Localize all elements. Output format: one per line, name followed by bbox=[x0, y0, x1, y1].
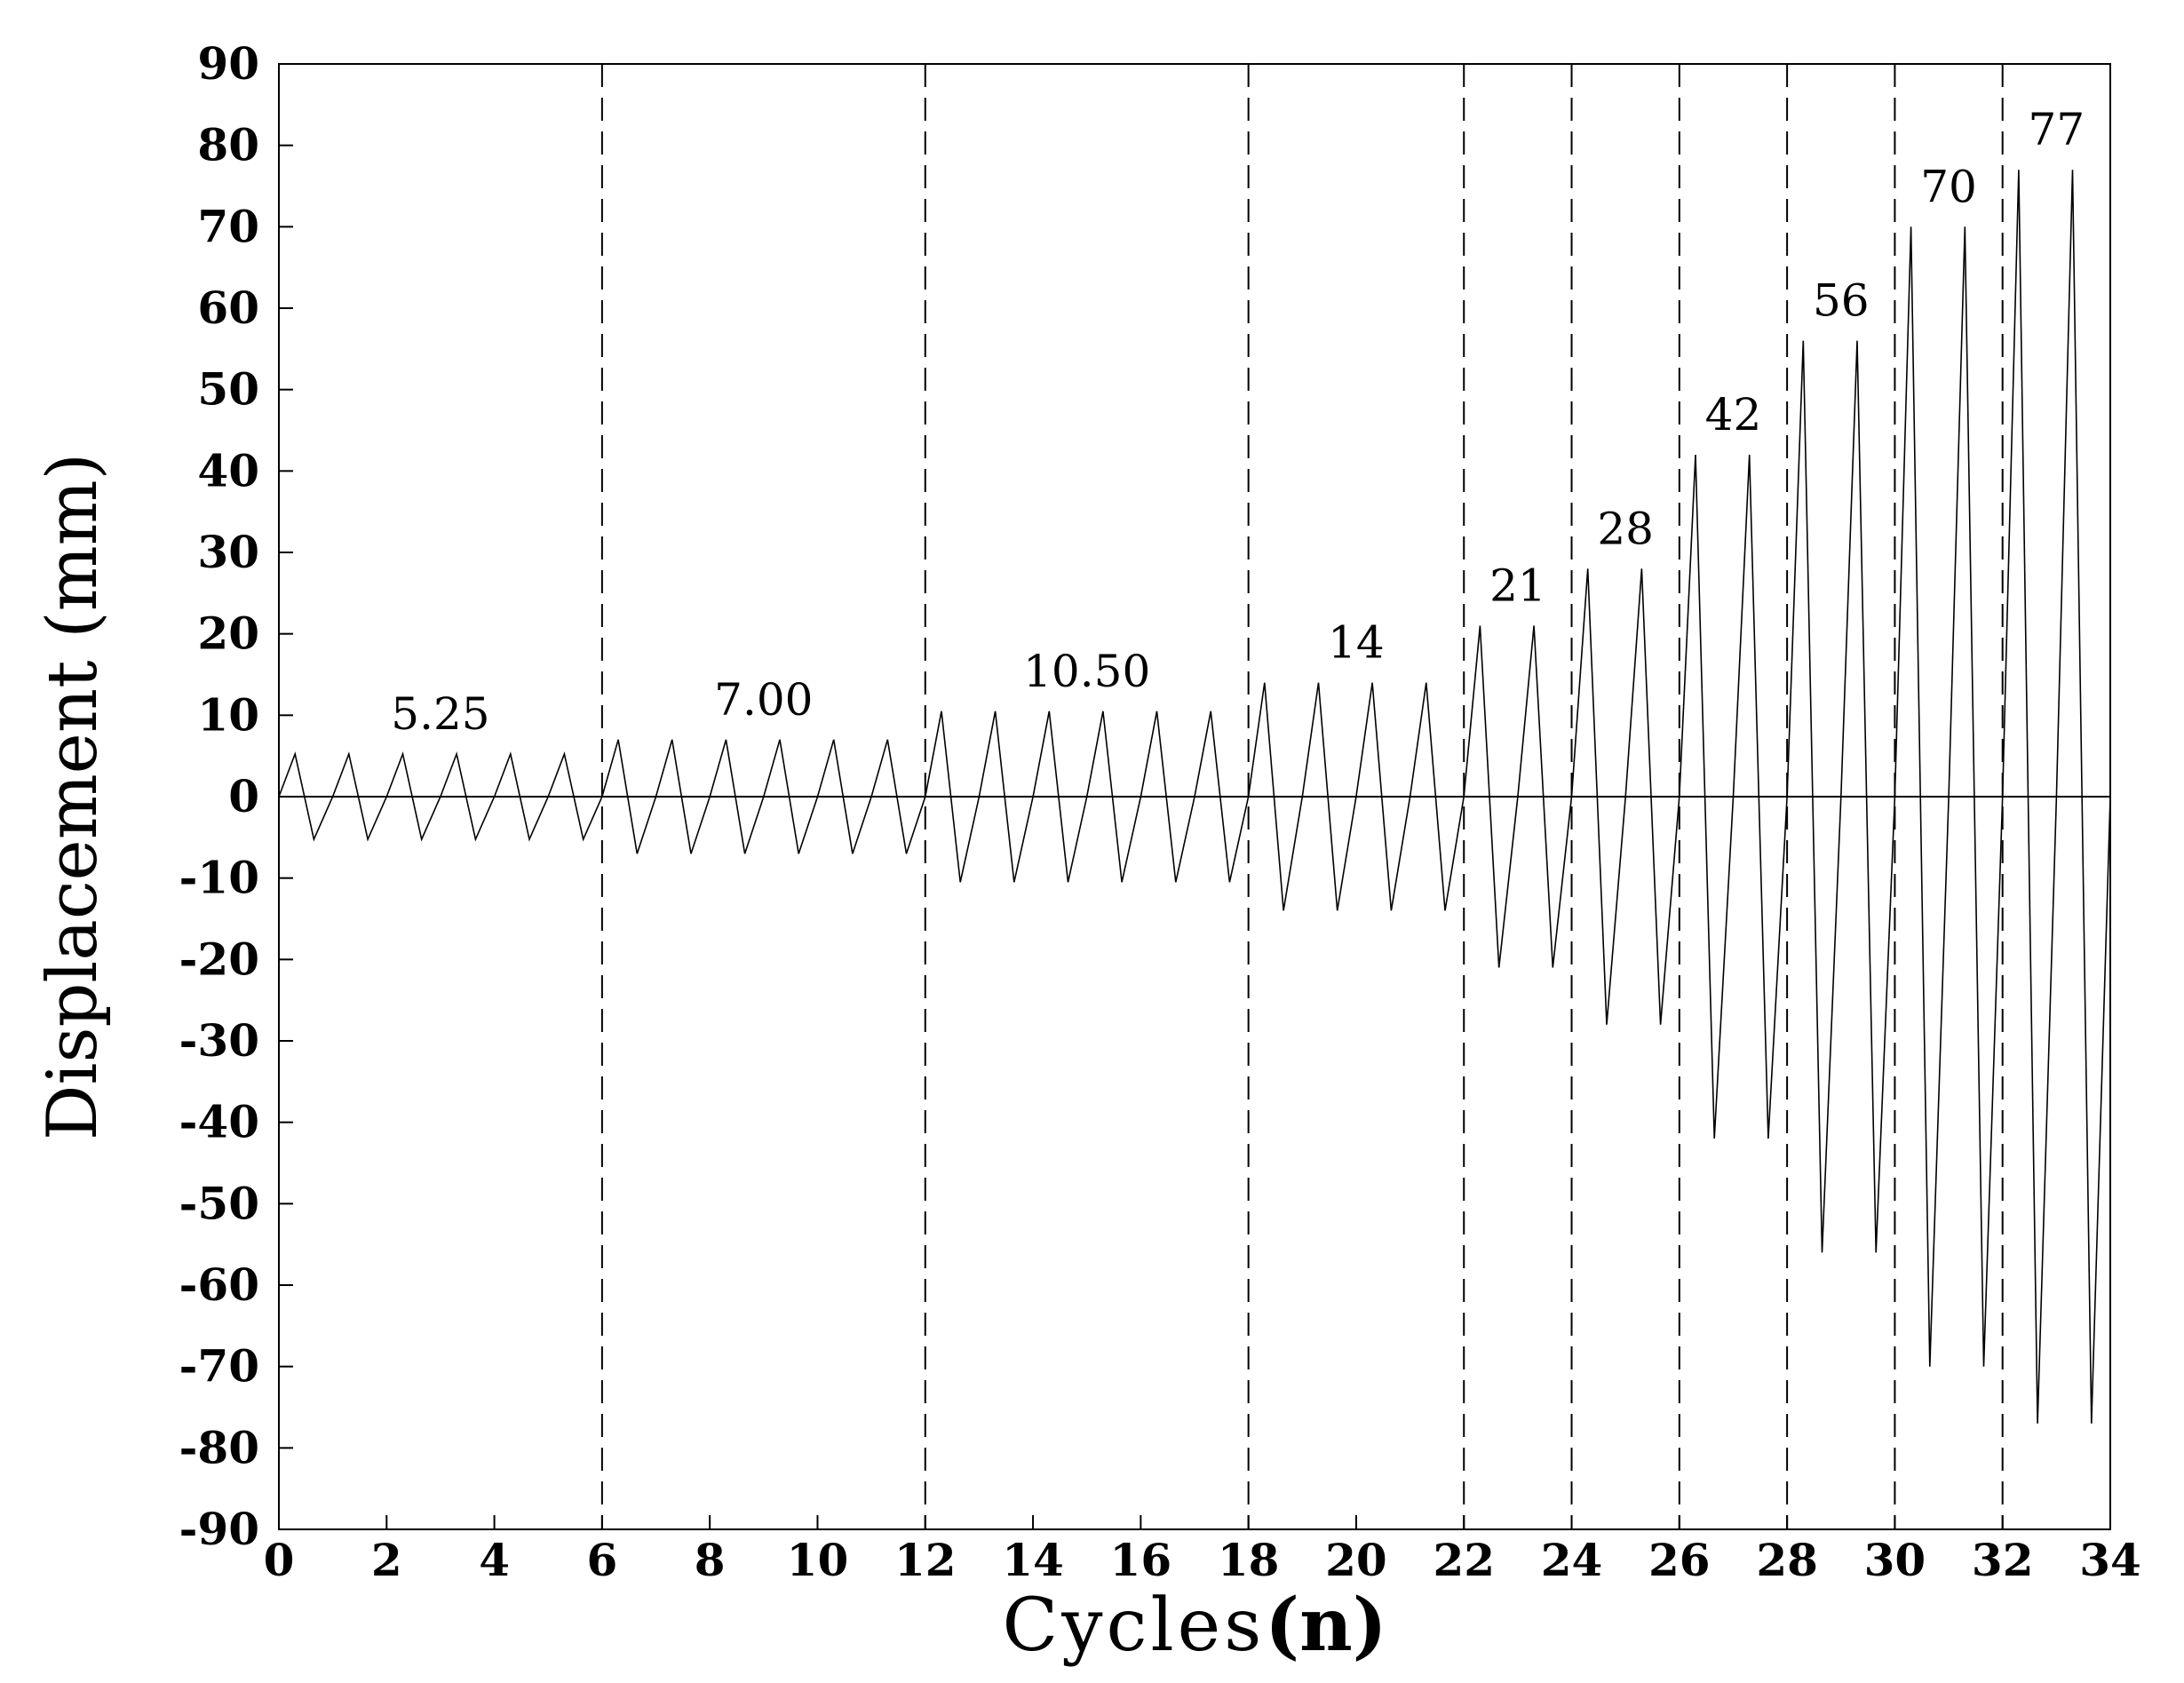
amplitude-label: 42 bbox=[1705, 389, 1762, 441]
y-tick-label: 80 bbox=[197, 119, 259, 171]
x-tick-label: 16 bbox=[1110, 1534, 1172, 1586]
x-tick-marks: 0 2 4 6 8 10 12 14 16 18 20 22 24 26 28 30 32 34 bbox=[264, 1515, 2141, 1586]
y-tick-label: 70 bbox=[197, 200, 259, 252]
y-tick-label: -20 bbox=[179, 933, 259, 985]
y-tick-label: 90 bbox=[197, 37, 259, 90]
amplitude-label: 5.25 bbox=[391, 688, 489, 740]
x-axis-title-unit: (n) bbox=[1265, 1583, 1386, 1668]
y-tick-label: -70 bbox=[179, 1340, 259, 1393]
amplitude-label: 77 bbox=[2029, 104, 2085, 155]
y-tick-label: -60 bbox=[179, 1258, 259, 1311]
x-tick-label: 30 bbox=[1864, 1534, 1926, 1586]
x-tick-label: 32 bbox=[1972, 1534, 2034, 1586]
amplitude-label: 28 bbox=[1597, 503, 1654, 554]
x-tick-label: 28 bbox=[1756, 1534, 1818, 1586]
amplitude-labels: 5.25 7.00 10.50 14 21 28 42 56 70 77 bbox=[391, 104, 2085, 740]
amplitude-label: 70 bbox=[1920, 161, 1977, 212]
y-tick-label: -50 bbox=[179, 1177, 259, 1229]
y-tick-label: 10 bbox=[197, 688, 259, 741]
amplitude-label: 10.50 bbox=[1023, 646, 1150, 697]
y-axis-title: Displacement (mm) bbox=[33, 453, 113, 1140]
y-tick-label: 40 bbox=[197, 444, 259, 496]
y-tick-label: 0 bbox=[228, 770, 259, 822]
x-tick-label: 2 bbox=[371, 1534, 402, 1586]
displacement-series-line bbox=[278, 170, 2111, 1424]
x-axis-title: Cycles(n) bbox=[1002, 1583, 1386, 1668]
x-tick-label: 20 bbox=[1325, 1534, 1387, 1586]
y-tick-label: -10 bbox=[179, 852, 259, 904]
x-tick-label: 12 bbox=[894, 1534, 957, 1586]
y-tick-label: 60 bbox=[197, 282, 259, 334]
amplitude-label: 56 bbox=[1813, 275, 1870, 327]
amplitude-label: 7.00 bbox=[714, 674, 813, 726]
y-tick-label: -90 bbox=[179, 1503, 259, 1555]
x-axis-title-main: Cycles bbox=[1002, 1584, 1265, 1668]
y-tick-label: -80 bbox=[179, 1421, 259, 1473]
x-tick-label: 10 bbox=[787, 1534, 849, 1586]
y-tick-label: 50 bbox=[197, 363, 259, 416]
x-tick-label: 18 bbox=[1218, 1534, 1280, 1586]
stage-boundary-lines bbox=[600, 64, 2004, 1529]
x-tick-label: 6 bbox=[586, 1534, 617, 1586]
x-tick-label: 24 bbox=[1541, 1534, 1603, 1586]
x-tick-label: 8 bbox=[695, 1534, 726, 1586]
x-tick-label: 14 bbox=[1002, 1534, 1064, 1586]
amplitude-label: 14 bbox=[1328, 617, 1385, 669]
y-tick-label: 20 bbox=[197, 607, 259, 660]
x-tick-label: 34 bbox=[2079, 1534, 2141, 1586]
y-tick-label: -30 bbox=[179, 1014, 259, 1067]
y-tick-label: 30 bbox=[197, 526, 259, 578]
x-tick-label: 26 bbox=[1648, 1534, 1711, 1586]
y-tick-marks: 90 80 70 60 50 40 30 20 10 0 -10 -20 -30 -40 -50 -60 -70… bbox=[179, 37, 293, 1555]
x-tick-label: 0 bbox=[264, 1534, 295, 1586]
x-tick-label: 4 bbox=[479, 1534, 510, 1586]
amplitude-label: 21 bbox=[1489, 560, 1546, 612]
x-tick-label: 22 bbox=[1433, 1534, 1495, 1586]
y-tick-label: -40 bbox=[179, 1096, 259, 1148]
